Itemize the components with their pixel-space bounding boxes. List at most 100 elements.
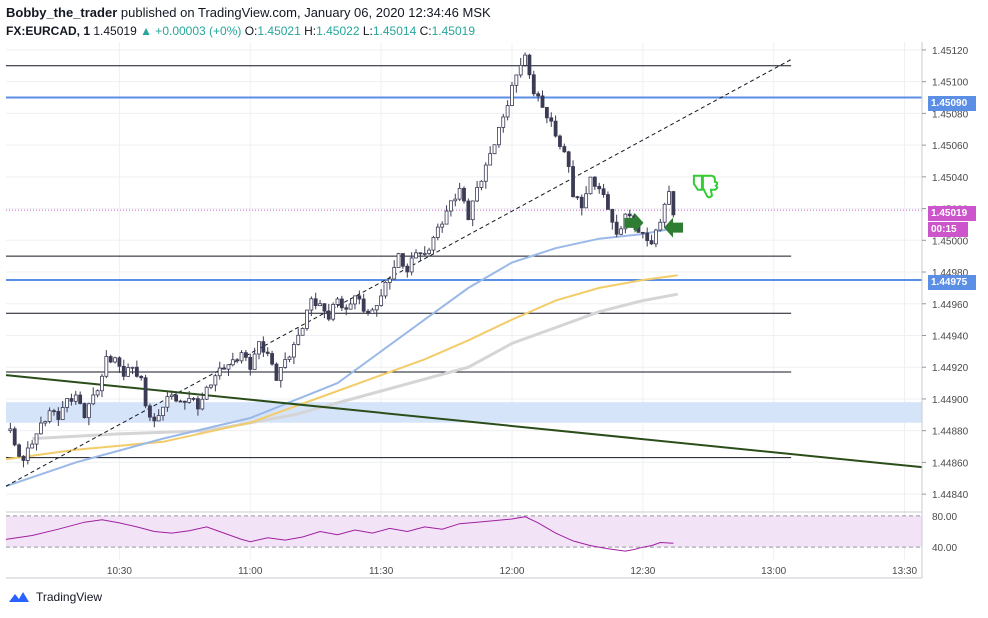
candle-body	[235, 359, 240, 362]
candle-body	[8, 428, 13, 432]
candle	[78, 391, 83, 405]
candle-body	[409, 257, 414, 273]
candle-body	[213, 375, 218, 386]
candle-body	[117, 357, 122, 367]
candle-body	[510, 84, 514, 107]
candle-body	[313, 298, 318, 307]
candle-body	[261, 341, 266, 353]
candle-body	[475, 187, 479, 202]
candle-body	[108, 356, 113, 363]
candle	[627, 209, 632, 218]
candle-body	[645, 232, 650, 241]
candle-body	[549, 117, 554, 122]
candle-body	[230, 359, 235, 366]
rsi-tick-label: 40.00	[932, 543, 957, 554]
price-tick-label: 1.45120	[932, 46, 969, 57]
candle-body	[161, 406, 165, 416]
candle-body	[148, 405, 152, 418]
candle	[544, 107, 549, 124]
candle	[126, 363, 131, 377]
candle-body	[244, 352, 248, 358]
candle	[65, 398, 69, 413]
horizontal-levels[interactable]	[6, 65, 922, 459]
candle	[244, 349, 248, 361]
candle	[117, 356, 122, 373]
price-tick-label: 1.44840	[932, 490, 969, 501]
candle	[313, 292, 318, 310]
candle-body	[658, 221, 663, 231]
candle	[326, 303, 331, 322]
candle	[213, 373, 218, 392]
candle-body	[222, 367, 226, 370]
candle-body	[640, 231, 645, 234]
candle-body	[56, 410, 61, 420]
candle-body	[318, 303, 322, 307]
candle-body	[283, 359, 288, 368]
footer-brand[interactable]: TradingView	[36, 590, 103, 604]
trend-lines[interactable]	[5, 59, 923, 487]
candle-body	[322, 303, 327, 312]
candle	[60, 400, 65, 420]
candle-body	[353, 295, 357, 305]
candle-body	[17, 444, 21, 457]
price-tick-label: 1.44940	[932, 331, 969, 342]
candle	[335, 296, 340, 308]
candle-body	[662, 203, 667, 223]
close-value: 1.45019	[431, 24, 475, 38]
candle	[265, 347, 270, 357]
candle-body	[649, 240, 654, 245]
close-label: C:	[419, 24, 432, 38]
candle	[104, 350, 109, 379]
candle	[217, 361, 222, 380]
candle-body	[361, 298, 366, 312]
rsi-line	[5, 516, 674, 552]
candle-body	[422, 253, 427, 255]
candle	[518, 57, 523, 78]
candle	[457, 182, 462, 202]
candle	[300, 327, 305, 336]
level-top-tag: 1.45090	[928, 96, 976, 111]
candle-body	[601, 188, 606, 195]
candle	[549, 112, 554, 127]
candle	[174, 391, 179, 403]
candle	[409, 252, 414, 276]
candle	[305, 309, 309, 331]
candle-body	[265, 351, 270, 354]
candle-body	[91, 394, 96, 405]
time-tick-label: 11:00	[238, 566, 263, 577]
candle-body	[104, 356, 109, 377]
candle-body	[584, 193, 589, 209]
main-pane[interactable]	[6, 42, 922, 510]
candle-body	[462, 187, 466, 202]
tradingview-logo-icon[interactable]	[8, 590, 30, 604]
candle	[200, 392, 205, 411]
candle	[182, 400, 187, 410]
candle-body	[544, 107, 549, 119]
candle-body	[654, 229, 658, 245]
candle	[344, 304, 349, 316]
candle-body	[69, 398, 74, 402]
candle	[209, 384, 213, 390]
candle	[405, 263, 410, 278]
candle	[86, 402, 91, 426]
candle-body	[606, 194, 610, 210]
high-value: 1.45022	[316, 24, 360, 38]
open-value: 1.45021	[257, 24, 301, 38]
annotations[interactable]	[624, 174, 719, 238]
candle	[52, 408, 56, 416]
author-name[interactable]: Bobby_the_trader	[6, 5, 118, 20]
symbol-label[interactable]: FX:EURCAD, 1	[6, 24, 91, 38]
publish-text: published on TradingView.com, January 06…	[120, 5, 491, 20]
candle-body	[309, 298, 314, 311]
candle	[462, 186, 466, 204]
candle	[374, 305, 379, 317]
candle	[339, 295, 344, 312]
low-label: L:	[362, 24, 373, 38]
candle-body	[540, 95, 545, 108]
candle	[588, 176, 593, 195]
candle-body	[571, 166, 575, 198]
candle	[361, 293, 366, 314]
support-trend-line	[5, 374, 923, 469]
candle	[309, 296, 314, 317]
